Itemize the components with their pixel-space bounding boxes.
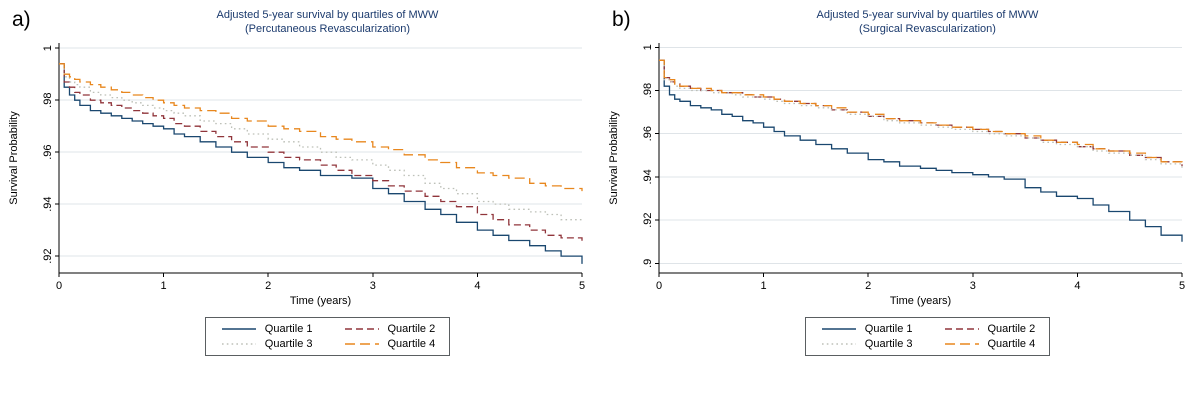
x-tick-label: 4	[1074, 280, 1080, 292]
series-line-quartile-1	[59, 62, 583, 264]
legend-entry-quartile-1: Quartile 1	[820, 323, 913, 335]
panel-b: b) Adjusted 5-year survival by quartiles…	[600, 0, 1200, 401]
y-axis-title: Survival Probability	[608, 110, 620, 204]
series-line-quartile-4	[59, 62, 583, 191]
x-tick-label: 1	[161, 280, 167, 292]
survival-chart-percutaneous: 1 .98 .96 .94 .92 0 1 2 3 4 5 Time (years) Survival …	[8, 42, 585, 307]
legend-line-sample	[344, 327, 379, 330]
legend-label: Quartile 4	[987, 337, 1036, 350]
legend-surgical: Quartile 1 Quartile 2 Quartile 3 Quartile 4	[804, 316, 1051, 356]
legend-label: Quartile 3	[864, 337, 913, 350]
panel-b-title-line2: (Surgical Revascularization)	[859, 22, 996, 35]
legend-line-sample	[221, 327, 256, 330]
y-tick-label: .96	[642, 126, 654, 141]
panel-a-title-line1: Adjusted 5-year survival by quartiles of…	[216, 9, 439, 21]
legend-label: Quartile 2	[987, 322, 1036, 335]
series-line-quartile-3	[59, 62, 583, 222]
legend-entry-quartile-2: Quartile 2	[343, 322, 436, 335]
legend-label: Quartile 4	[387, 337, 436, 350]
panel-b-label: b)	[612, 8, 631, 31]
legend-line-sample	[821, 327, 856, 330]
series-line-quartile-2	[59, 62, 583, 243]
y-tick-label: 1	[42, 45, 54, 51]
legend-percutaneous: Quartile 1 Quartile 2 Quartile 3 Quartile 4	[204, 316, 451, 356]
y-tick-label: .98	[42, 92, 54, 107]
x-axis-title: Time (years)	[290, 295, 351, 307]
panel-a-title-line2: (Percutaneous Revascularization)	[244, 22, 411, 35]
legend-entry-quartile-4: Quartile 4	[943, 337, 1036, 350]
legend-line-sample	[944, 342, 979, 345]
series-line-quartile-2	[659, 59, 1183, 166]
panel-a-label: a)	[12, 8, 31, 31]
x-tick-label: 3	[370, 280, 376, 292]
legend-label: Quartile 1	[264, 322, 313, 335]
legend-label: Quartile 1	[864, 322, 913, 335]
y-axis-title: Survival Probability	[8, 110, 20, 204]
legend-entry-quartile-3: Quartile 3	[820, 338, 913, 350]
survival-chart-surgical: 1 .98 .96 .94 .92 .9 0 1 2 3 4 5 Time (years) Surviva…	[608, 42, 1185, 307]
legend-line-sample	[944, 327, 979, 330]
y-tick-label: .94	[642, 169, 654, 184]
panel-b-title: Adjusted 5-year survival by quartiles of…	[600, 0, 1200, 37]
x-tick-label: 0	[56, 280, 62, 292]
y-tick-label: .98	[642, 82, 654, 97]
x-tick-label: 5	[579, 280, 585, 292]
panel-b-title-line1: Adjusted 5-year survival by quartiles of…	[816, 9, 1039, 21]
legend-entry-quartile-3: Quartile 3	[220, 338, 313, 350]
series-line-quartile-1	[659, 59, 1183, 242]
x-tick-label: 5	[1179, 280, 1185, 292]
legend-line-sample	[221, 342, 256, 345]
y-tick-label: .96	[42, 144, 54, 159]
y-tick-label: .94	[42, 196, 54, 211]
legend-entry-quartile-1: Quartile 1	[220, 323, 313, 335]
x-tick-label: 1	[761, 280, 767, 292]
legend-label: Quartile 2	[387, 322, 436, 335]
legend-entry-quartile-2: Quartile 2	[943, 322, 1036, 335]
x-tick-label: 4	[474, 280, 480, 292]
x-tick-label: 0	[656, 280, 662, 292]
y-tick-label: 1	[642, 44, 654, 50]
panel-a: a) Adjusted 5-year survival by quartiles…	[0, 0, 600, 356]
legend-line-sample	[344, 342, 379, 345]
legend-entry-quartile-4: Quartile 4	[343, 337, 436, 350]
y-tick-label: .92	[42, 248, 54, 263]
series-line-quartile-4	[659, 59, 1183, 164]
x-tick-label: 2	[265, 280, 271, 292]
series-line-quartile-3	[659, 59, 1183, 168]
x-tick-label: 3	[970, 280, 976, 292]
legend-line-sample	[821, 342, 856, 345]
y-tick-label: .9	[642, 258, 654, 267]
x-axis-title: Time (years)	[890, 295, 951, 307]
legend-wrap-a: Quartile 1 Quartile 2 Quartile 3 Quartile 4	[0, 316, 600, 356]
panel-a-title: Adjusted 5-year survival by quartiles of…	[0, 0, 600, 37]
y-tick-label: .92	[642, 212, 654, 227]
legend-label: Quartile 3	[264, 337, 313, 350]
legend-wrap-b: Quartile 1 Quartile 2 Quartile 3 Quartile 4	[600, 316, 1200, 356]
x-tick-label: 2	[865, 280, 871, 292]
